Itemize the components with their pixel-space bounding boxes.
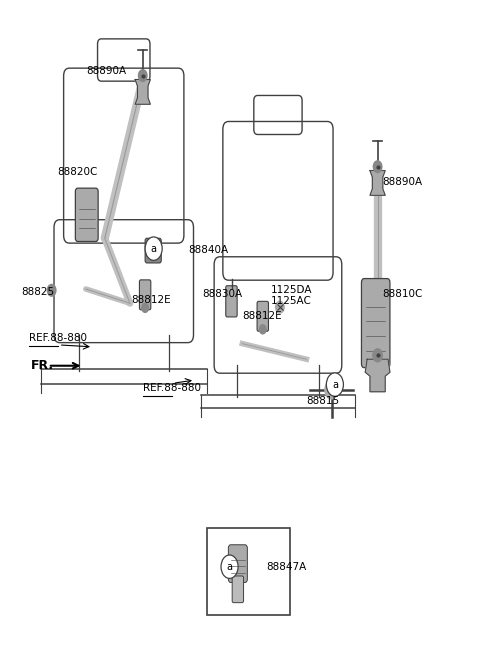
Text: 88840A: 88840A bbox=[188, 245, 228, 255]
Text: a: a bbox=[151, 243, 156, 254]
Text: 88820C: 88820C bbox=[57, 167, 98, 177]
Text: a: a bbox=[227, 562, 233, 572]
FancyBboxPatch shape bbox=[226, 286, 237, 317]
Text: 88890A: 88890A bbox=[383, 176, 422, 187]
Text: REF.88-880: REF.88-880 bbox=[143, 383, 201, 393]
FancyBboxPatch shape bbox=[257, 301, 268, 331]
Circle shape bbox=[276, 301, 284, 313]
Circle shape bbox=[48, 285, 56, 296]
FancyBboxPatch shape bbox=[232, 576, 243, 603]
Text: 88890A: 88890A bbox=[86, 66, 126, 76]
Text: REF.88-880: REF.88-880 bbox=[29, 333, 87, 342]
Circle shape bbox=[142, 303, 148, 312]
Text: 1125DA: 1125DA bbox=[271, 285, 312, 295]
Text: 88810C: 88810C bbox=[383, 289, 423, 298]
Text: 1125AC: 1125AC bbox=[271, 297, 312, 306]
Circle shape bbox=[260, 325, 266, 334]
Polygon shape bbox=[370, 171, 385, 195]
Circle shape bbox=[373, 349, 383, 362]
Circle shape bbox=[328, 375, 342, 394]
Circle shape bbox=[326, 373, 343, 396]
Circle shape bbox=[145, 237, 162, 260]
Text: FR.: FR. bbox=[31, 359, 54, 372]
Polygon shape bbox=[365, 359, 390, 392]
Circle shape bbox=[373, 161, 382, 173]
FancyBboxPatch shape bbox=[75, 188, 98, 241]
Polygon shape bbox=[135, 79, 150, 104]
Text: 88847A: 88847A bbox=[266, 562, 306, 572]
Text: 88830A: 88830A bbox=[202, 289, 242, 299]
FancyBboxPatch shape bbox=[139, 280, 151, 310]
Text: 88812E: 88812E bbox=[131, 295, 170, 305]
FancyBboxPatch shape bbox=[361, 279, 390, 367]
Text: 88825: 88825 bbox=[21, 287, 54, 297]
Circle shape bbox=[138, 70, 147, 81]
FancyBboxPatch shape bbox=[228, 544, 247, 583]
Bar bbox=[207, 527, 290, 615]
Circle shape bbox=[325, 380, 338, 399]
Circle shape bbox=[221, 555, 238, 579]
Text: 88812E: 88812E bbox=[242, 312, 282, 321]
Text: a: a bbox=[332, 380, 338, 390]
Text: 88815: 88815 bbox=[306, 396, 339, 406]
FancyBboxPatch shape bbox=[145, 238, 161, 263]
